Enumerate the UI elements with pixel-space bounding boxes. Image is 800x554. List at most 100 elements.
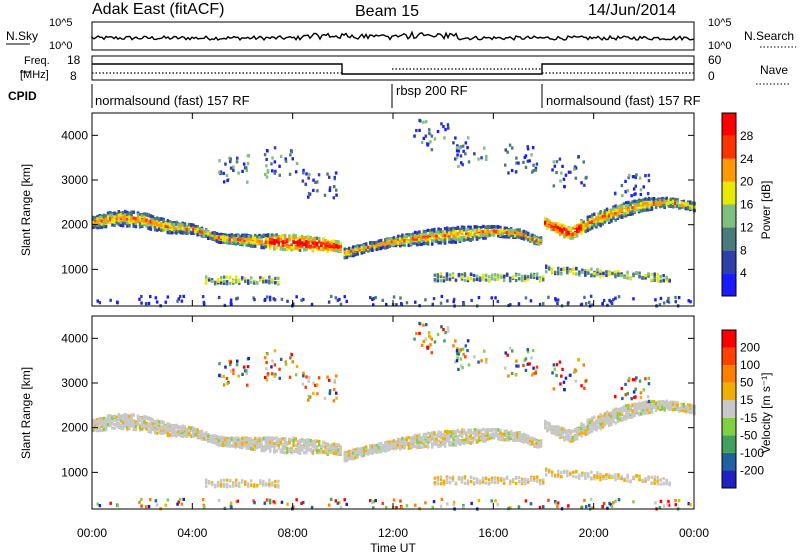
velocity-cell-1652	[484, 436, 487, 440]
power-cell-1448	[435, 239, 438, 244]
velocity-cell-134	[121, 421, 125, 425]
power-cell-1618	[475, 237, 479, 241]
power-cell-2275	[633, 199, 636, 203]
power-cell-2167	[608, 210, 611, 214]
power-cell-1519	[452, 234, 455, 239]
power-cell-717	[260, 239, 263, 244]
power-cell-962	[318, 240, 321, 244]
power-cell-1921	[550, 228, 553, 232]
velocity-cell-1423	[431, 433, 434, 437]
power-cell-178	[132, 223, 135, 227]
velocity-cell-949	[315, 439, 319, 443]
power-cell-584	[228, 237, 231, 241]
velocity-cell-870	[296, 446, 300, 450]
velocity-cell-1573	[465, 435, 468, 439]
velocity-cell-600	[232, 437, 236, 441]
velocity-cell-1348	[411, 435, 415, 439]
velocity-cell-1294	[399, 443, 402, 447]
velocity-cell-17	[94, 424, 97, 428]
velocity-cell-815	[283, 436, 287, 441]
power-cell-2211	[618, 215, 622, 219]
power-cell-902	[305, 239, 308, 244]
power-cell-797	[279, 234, 283, 238]
power-cell-2186	[612, 207, 615, 211]
power-cell-2813	[641, 275, 644, 280]
power-cell-2059	[582, 225, 585, 229]
velocity-cell-1016	[330, 451, 334, 455]
velocity-cell-1673	[488, 436, 492, 440]
power-cell-1842	[529, 238, 532, 242]
velocity-cell-656	[245, 444, 248, 448]
velocity-cell-854	[292, 439, 295, 443]
power-cell-143	[124, 221, 127, 226]
power-cell-1735	[503, 235, 506, 239]
velocity-cell-1072	[347, 449, 351, 453]
power-colorbar-swatch-5	[722, 158, 736, 182]
power-cell-3007	[528, 159, 531, 163]
power-cell-2963	[461, 163, 464, 167]
power-cell-2060	[582, 220, 585, 224]
power-cell-440	[194, 230, 197, 234]
power-cell-1804	[520, 233, 523, 237]
velocity-cell-1033	[335, 452, 338, 456]
power-cell-1722	[501, 235, 504, 239]
power-cell-2828	[656, 276, 659, 280]
power-cell-231	[145, 224, 148, 228]
power-cell-485	[205, 230, 208, 234]
power-cell-2023	[573, 232, 577, 236]
velocity-cell-1367	[416, 438, 419, 442]
power-cell-1240	[386, 238, 389, 242]
nave-label: Nave	[760, 63, 788, 77]
velocity-cell-1541	[458, 438, 462, 442]
velocity-cell-152	[126, 416, 129, 420]
velocity-cell-970	[320, 444, 323, 449]
power-cell-2975	[466, 146, 469, 150]
power-cell-2582	[256, 280, 259, 285]
velocity-cell-377	[179, 427, 182, 432]
power-cell-2266	[631, 206, 634, 210]
velocity-cell-1337	[409, 437, 413, 442]
velocity-cell-158	[128, 419, 131, 423]
velocity-cell-445	[196, 436, 199, 440]
power-cell-2895	[290, 150, 294, 154]
velocity-cell-674	[249, 437, 253, 441]
velocity-cell-1627	[477, 430, 481, 435]
power-cell-3107	[470, 298, 473, 302]
power-cell-1464	[439, 232, 442, 236]
power-cell-1611	[475, 230, 479, 234]
power-cell-1095	[352, 248, 355, 252]
velocity-cell-601	[232, 439, 236, 443]
power-cell-3133	[338, 297, 341, 302]
velocity-cell-1472	[441, 436, 445, 440]
power-cell-2940	[425, 120, 428, 124]
power-cell-3087	[588, 300, 591, 304]
velocity-cell-861	[294, 444, 297, 448]
velocity-cell-317	[166, 428, 170, 432]
power-cell-2905	[316, 189, 319, 193]
velocity-cell-953	[315, 446, 319, 450]
power-cell-905	[305, 235, 308, 239]
power-cell-1033	[335, 249, 338, 253]
power-cell-1681	[490, 225, 494, 229]
velocity-cell-1465	[439, 433, 442, 437]
power-cell-2105	[593, 222, 596, 226]
power-cell-2123	[597, 218, 600, 222]
power-cell-151	[126, 220, 129, 224]
power-cell-1344	[411, 241, 415, 245]
power-cell-13	[94, 216, 97, 220]
velocity-cell-548	[219, 438, 223, 442]
power-cell-3176	[542, 302, 545, 306]
power-cell-2602	[277, 276, 280, 280]
power-cell-2298	[639, 198, 643, 203]
velocity-cell-1617	[475, 430, 479, 434]
power-cell-1193	[375, 245, 379, 250]
power-cell-1699	[495, 225, 498, 229]
power-cell-1157	[367, 249, 370, 253]
power-cell-1573	[465, 232, 468, 236]
power-cell-658	[247, 238, 251, 242]
velocity-cell-268	[153, 431, 157, 435]
power-cell-22	[96, 226, 99, 230]
power-cell-2952	[415, 128, 418, 133]
power-cell-1289	[399, 235, 402, 239]
